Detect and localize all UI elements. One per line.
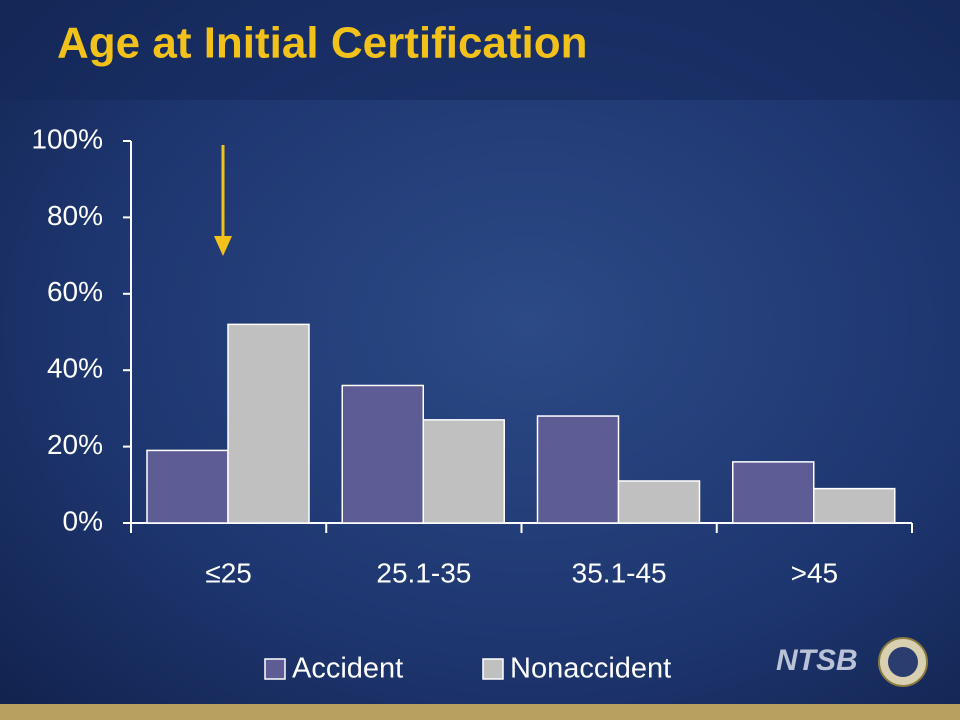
logo-seal-center xyxy=(888,647,918,677)
bottom-strip xyxy=(0,704,960,720)
x-tick-label: ≤25 xyxy=(205,557,252,588)
title-band xyxy=(0,0,960,100)
y-tick-label: 40% xyxy=(47,353,103,384)
bar xyxy=(227,323,310,524)
y-tick-label: 80% xyxy=(47,200,103,231)
y-tick-label: 60% xyxy=(47,276,103,307)
bar xyxy=(813,487,896,524)
legend-label: Accident xyxy=(292,653,403,685)
bar xyxy=(617,480,701,524)
x-tick-label: 25.1-35 xyxy=(376,557,471,588)
bar xyxy=(146,449,229,524)
arrow-head xyxy=(214,236,232,256)
y-tick-label: 100% xyxy=(31,123,103,154)
bar xyxy=(732,461,815,524)
chart-title: Age at Initial Certification xyxy=(57,19,588,68)
x-tick-label: 35.1-45 xyxy=(572,557,667,588)
y-tick-label: 0% xyxy=(63,505,103,536)
legend-swatch xyxy=(482,658,504,680)
logo-text: NTSB xyxy=(776,644,858,677)
bar xyxy=(422,419,505,524)
legend-label: Nonaccident xyxy=(510,653,671,685)
bar xyxy=(536,415,620,524)
y-tick-label: 20% xyxy=(47,429,103,460)
bar xyxy=(341,384,424,524)
legend-swatch xyxy=(264,658,286,680)
x-tick-label: >45 xyxy=(791,557,839,588)
